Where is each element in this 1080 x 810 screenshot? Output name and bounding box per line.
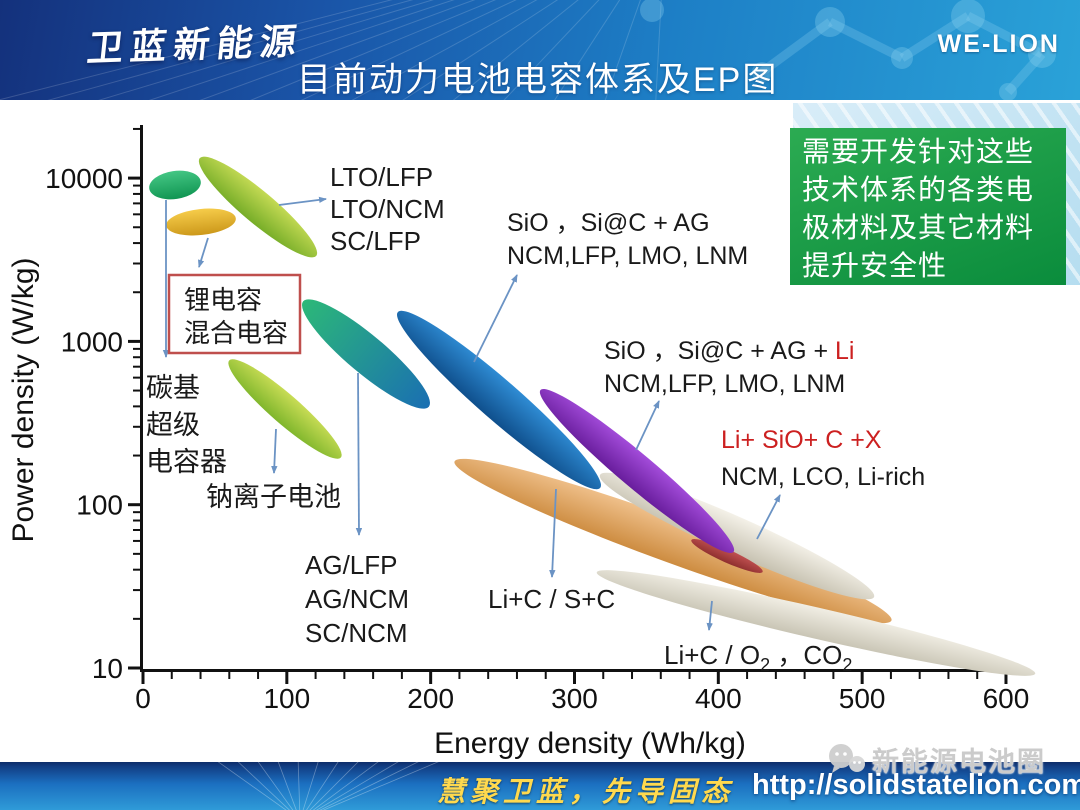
website-url: http://solidstatelion.com (752, 769, 1080, 801)
label-ag: AG/LFP (305, 550, 397, 580)
leader-arrows (162, 196, 781, 631)
label-li_air: Li+C / O2 ，CO2 (664, 640, 852, 675)
y-axis-title: Power density (W/kg) (7, 257, 40, 542)
arrow-sio_ag (473, 274, 518, 363)
label-lto: LTO/LFP (330, 162, 433, 192)
label-box-licap (167, 273, 302, 355)
x-axis-title: Energy density (Wh/kg) (434, 727, 746, 760)
x-tick-label: 400 (695, 683, 742, 714)
label-ag: AG/NCM (305, 584, 409, 614)
system-ellipse-licap (166, 208, 236, 236)
label-supercap: 电容器 (146, 447, 227, 477)
system-ellipse-supercap (149, 170, 201, 200)
callout-line: 极材料及其它材料 (802, 212, 1035, 243)
ellipse-shape (302, 299, 430, 409)
safety-callout-box: 需要开发针对这些 技术体系的各类电 极材料及其它材料 提升安全性 (790, 128, 1066, 285)
system-ellipse-naion (228, 359, 342, 459)
label-licap: 混合电容 (184, 318, 288, 348)
ellipse-shape (228, 359, 342, 459)
label-sio_ag: SiO ，Si@C + AG (507, 209, 710, 237)
label-li_sio_x: Li+ SiO+ C +X (721, 426, 882, 454)
label-sio_ag_li: NCM,LFP, LMO, LNM (604, 370, 845, 398)
ellipse-shape (198, 156, 318, 258)
brand-wordmark: WE-LION (937, 30, 1060, 58)
arrow-li_s (549, 488, 557, 578)
label-supercap: 超级 (146, 410, 200, 440)
x-tick-label: 200 (407, 683, 454, 714)
arrow-li_air (706, 600, 713, 631)
ellipse-shape (454, 458, 892, 624)
header-bar: 卫蓝新能源 目前动力电池电容体系及EP图 WE-LION (0, 0, 1080, 116)
arrow-sio_ag_li (635, 400, 660, 451)
ellipse-shape (397, 310, 601, 490)
y-tick-label: 1000 (61, 326, 123, 357)
system-ellipse-sliver (691, 539, 763, 573)
label-supercap: 碳基 (146, 373, 200, 403)
system-ellipse-sio_ag_li (539, 388, 735, 554)
axes: 0 100 200 300 400 500 600 10 100 1000 10000 Power d… (7, 125, 1029, 760)
x-tick-label: 100 (263, 683, 310, 714)
system-ellipse-li_air (596, 570, 1036, 676)
chat-bubbles-icon (829, 743, 865, 773)
ellipse-shape (149, 170, 201, 200)
system-ellipse-ag (302, 299, 430, 409)
label-sio_ag: NCM,LFP, LMO, LNM (507, 242, 748, 270)
watermark-text: 新能源电池圈 (872, 747, 1046, 777)
arrow-naion (271, 428, 278, 474)
label-sio_ag_li: SiO ，Si@C + AG + Li (604, 337, 854, 365)
arrow-li_sio_x (756, 494, 781, 540)
ellipse-shape (691, 539, 763, 573)
label-naion: 钠离子电池 (206, 482, 341, 512)
header-decoration (0, 0, 1056, 116)
footer-fan-decoration (217, 762, 439, 810)
label-licap: 锂电容 (184, 285, 262, 315)
callout-line: 提升安全性 (802, 250, 948, 281)
system-ellipses (149, 156, 1036, 676)
x-tick-label: 500 (839, 683, 886, 714)
watermark: 新能源电池圈 (826, 740, 1046, 779)
label-li_s: Li+C / S+C (488, 584, 615, 614)
footer-slogan: 慧聚卫蓝，先导固态 (437, 776, 735, 807)
ellipse-shape (539, 388, 735, 554)
label-lto: SC/LFP (330, 226, 421, 256)
arrow-lto (278, 196, 327, 206)
label-ag: SC/NCM (305, 618, 408, 648)
y-tick-label: 10000 (45, 163, 123, 194)
arrow-licap (198, 237, 209, 268)
y-tick-label: 10 (92, 653, 123, 684)
system-ellipse-li_s (454, 458, 892, 624)
callout-line: 需要开发针对这些 (802, 136, 1035, 167)
label-lto: LTO/NCM (330, 194, 445, 224)
system-ellipse-sio_ag (397, 310, 601, 490)
ellipse-shape (596, 570, 1036, 676)
page-title: 目前动力电池电容体系及EP图 (297, 61, 779, 99)
y-tick-label: 100 (76, 490, 123, 521)
x-tick-label: 600 (983, 683, 1030, 714)
x-tick-label: 300 (551, 683, 598, 714)
ellipse-shape (166, 208, 236, 236)
system-ellipse-lto (198, 156, 318, 258)
callout-line: 技术体系的各类电 (802, 174, 1035, 205)
footer-bar: 慧聚卫蓝，先导固态 http://solidstatelion.com (0, 762, 1080, 810)
label-li_sio_x: NCM, LCO, Li-rich (721, 463, 925, 491)
arrow-ag (355, 372, 363, 536)
x-tick-label: 0 (135, 683, 151, 714)
